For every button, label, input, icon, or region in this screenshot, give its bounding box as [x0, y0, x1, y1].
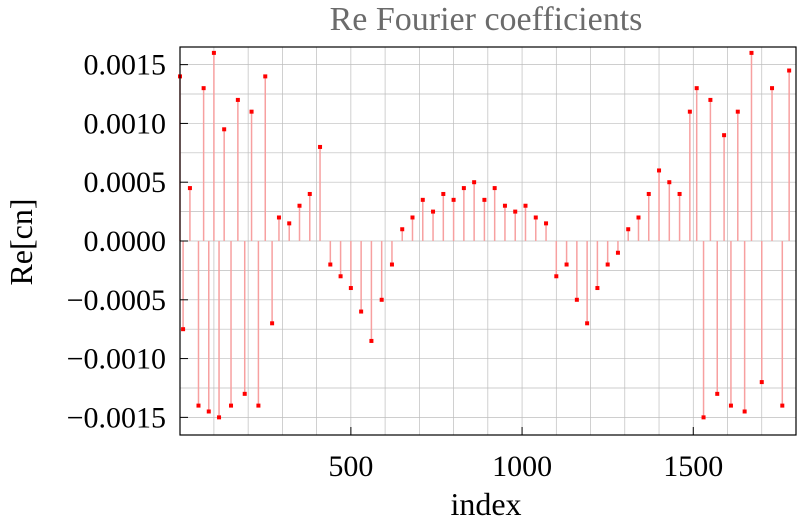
data-point	[646, 191, 651, 196]
data-point	[441, 191, 446, 196]
data-point	[657, 168, 662, 173]
x-tick-label: 500	[328, 450, 373, 483]
data-point	[585, 321, 590, 326]
data-point	[276, 215, 281, 220]
data-point	[369, 338, 374, 343]
data-point	[410, 215, 415, 220]
y-tick-label: −0.0010	[67, 343, 166, 376]
data-point	[211, 50, 216, 55]
x-tick-label: 1000	[492, 450, 552, 483]
data-point	[722, 133, 727, 138]
data-point	[222, 127, 227, 132]
data-point	[263, 74, 268, 79]
data-point	[513, 209, 518, 214]
data-point	[742, 409, 747, 414]
y-tick-label: −0.0015	[67, 401, 166, 434]
data-point	[217, 415, 222, 420]
data-point	[708, 97, 713, 102]
data-point	[564, 262, 569, 267]
data-point	[229, 403, 234, 408]
data-point	[759, 380, 764, 385]
data-point	[677, 191, 682, 196]
data-point	[482, 197, 487, 202]
data-point	[715, 391, 720, 396]
data-point	[431, 209, 436, 214]
data-point	[201, 86, 206, 91]
y-tick-label: 0.0005	[84, 166, 167, 199]
data-point	[379, 297, 384, 302]
data-point	[605, 262, 610, 267]
y-tick-label: 0.0010	[84, 107, 167, 140]
data-point	[181, 327, 186, 332]
data-point	[701, 415, 706, 420]
data-point	[297, 203, 302, 208]
data-point	[523, 203, 528, 208]
data-point	[780, 403, 785, 408]
data-point	[249, 109, 254, 114]
data-point	[348, 286, 353, 291]
y-axis-label: Re[cn]	[3, 198, 39, 285]
data-point	[287, 221, 292, 226]
data-point	[502, 203, 507, 208]
x-tick-label: 1500	[663, 450, 723, 483]
data-point	[533, 215, 538, 220]
data-point	[626, 227, 631, 232]
data-point	[544, 221, 549, 226]
data-point	[735, 109, 740, 114]
data-point	[636, 215, 641, 220]
data-point	[359, 309, 364, 314]
data-point	[595, 286, 600, 291]
data-point	[787, 68, 792, 73]
data-points	[178, 50, 792, 420]
data-point	[694, 86, 699, 91]
chart-title: Re Fourier coefficients	[330, 1, 643, 38]
data-point	[574, 297, 579, 302]
data-point	[615, 250, 620, 255]
y-tick-label: 0.0015	[84, 49, 167, 82]
y-tick-label: −0.0005	[67, 284, 166, 317]
data-point	[749, 50, 754, 55]
data-point	[451, 197, 456, 202]
data-point	[687, 109, 692, 114]
data-point	[728, 403, 733, 408]
data-point	[472, 180, 477, 185]
data-point	[770, 86, 775, 91]
data-point	[242, 391, 247, 396]
data-point	[667, 180, 672, 185]
data-point	[307, 191, 312, 196]
y-tick-label: 0.0000	[84, 225, 167, 258]
data-point	[196, 403, 201, 408]
data-point	[318, 144, 323, 149]
data-point	[206, 409, 211, 414]
data-point	[420, 197, 425, 202]
data-point	[328, 262, 333, 267]
data-point	[187, 186, 192, 191]
x-axis-ticks: 500 1000 1500	[328, 427, 723, 483]
y-axis-ticks: −0.0015 −0.0010 −0.0005 0.0000 0.0005 0.0010 0…	[67, 49, 188, 434]
data-point	[400, 227, 405, 232]
data-point	[270, 321, 275, 326]
data-point	[492, 186, 497, 191]
x-axis-label: index	[450, 486, 521, 522]
data-point	[338, 274, 343, 279]
stems	[179, 52, 790, 418]
data-point	[389, 262, 394, 267]
data-point	[554, 274, 559, 279]
data-point	[256, 403, 261, 408]
data-point	[461, 186, 466, 191]
data-point	[235, 97, 240, 102]
